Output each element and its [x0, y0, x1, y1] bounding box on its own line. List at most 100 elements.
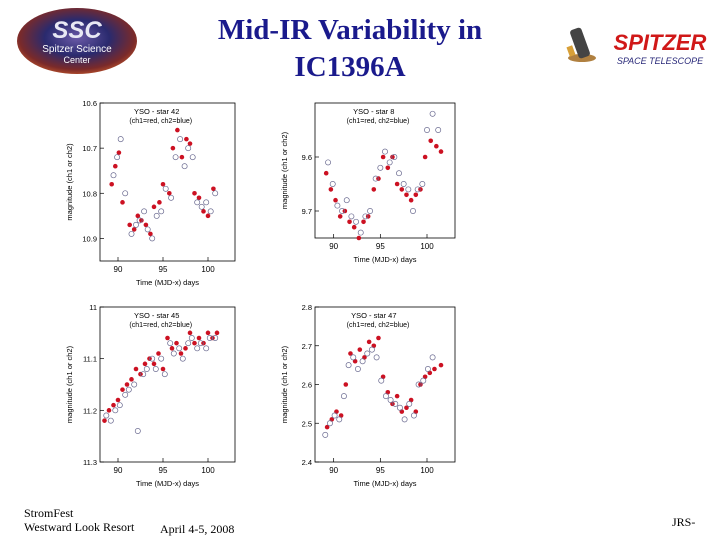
- data-point-ch1: [324, 424, 330, 430]
- data-point-ch2: [367, 208, 374, 214]
- data-point-ch1: [109, 181, 114, 187]
- data-point-ch2: [429, 110, 436, 117]
- data-point-ch2: [331, 412, 338, 419]
- data-point-ch1: [116, 150, 122, 155]
- data-point-ch1: [167, 190, 172, 196]
- data-point-ch2: [133, 221, 139, 228]
- data-point-ch1: [106, 408, 112, 413]
- data-point-ch1: [422, 154, 428, 160]
- data-point-ch2: [194, 345, 201, 352]
- data-point-ch2: [387, 397, 394, 403]
- data-point-ch2: [348, 213, 355, 220]
- data-point-ch1: [102, 418, 107, 423]
- data-point-ch1: [328, 187, 334, 192]
- data-point-ch2: [141, 208, 148, 215]
- y-axis-label: magnitude (ch1 or ch2): [280, 345, 289, 423]
- chart-legend-note: (ch1=red, ch2=blue): [347, 322, 410, 329]
- telescope-icon: [566, 27, 596, 62]
- data-point-ch2: [207, 208, 214, 215]
- data-point-ch1: [323, 170, 329, 176]
- x-tick-label: 100: [201, 466, 215, 475]
- x-tick-label: 90: [114, 466, 123, 475]
- y-tick-label: 11.2: [83, 406, 97, 415]
- x-axis-label: Time (MJD-x) days: [136, 278, 199, 287]
- x-tick-label: 95: [159, 466, 168, 475]
- data-point-ch1: [184, 136, 189, 142]
- data-point-ch1: [139, 218, 144, 223]
- data-point-ch2: [415, 381, 422, 388]
- data-point-ch2: [424, 366, 431, 372]
- data-point-ch2: [378, 377, 385, 384]
- data-point-ch2: [362, 213, 369, 220]
- data-point-ch2: [424, 127, 430, 133]
- data-point-ch2: [400, 181, 407, 187]
- chart-title: YSO - star 45: [134, 311, 179, 320]
- data-point-ch1: [179, 154, 185, 160]
- chart-panel-4: 90 95 100 2.4 2.5 2.6 2.7 2.8 Time (MJD-x) days m…: [280, 303, 456, 488]
- data-point-ch1: [343, 382, 349, 387]
- data-point-ch2: [167, 340, 174, 347]
- light-curve-charts: 90 95 100 10.6 10.7 10.8 10.9 Time (MJD-x) days…: [65, 99, 456, 488]
- data-point-ch2: [125, 386, 132, 393]
- data-point-ch1: [196, 335, 202, 341]
- data-point-ch2: [203, 199, 210, 206]
- data-point-ch1: [337, 214, 343, 219]
- data-point-ch2: [179, 355, 186, 362]
- data-point-ch2: [162, 185, 169, 192]
- data-point-ch2: [134, 428, 141, 434]
- data-point-ch2: [329, 181, 336, 187]
- footer-event-name: StromFest: [24, 506, 74, 520]
- footer-author: JRS-: [672, 515, 696, 529]
- data-point-ch2: [158, 355, 165, 362]
- data-point-ch1: [156, 351, 161, 356]
- data-point-ch1: [115, 397, 121, 403]
- plot-frame: [99, 102, 236, 262]
- data-point-ch2: [401, 416, 408, 423]
- data-point-ch2: [386, 159, 393, 166]
- data-point-ch1: [428, 138, 434, 144]
- footer-event: StromFest Westward Look Resort: [24, 506, 134, 534]
- data-point-ch2: [140, 371, 147, 378]
- y-axis-label: magnitude (ch1 or ch2): [65, 143, 74, 221]
- data-point-ch2: [107, 417, 114, 424]
- data-point-ch1: [413, 192, 419, 198]
- data-point-ch2: [122, 190, 129, 197]
- data-point-ch2: [357, 229, 364, 236]
- data-point-ch2: [181, 163, 188, 170]
- data-point-ch1: [351, 224, 357, 230]
- chart-title: YSO - star 8: [353, 107, 394, 116]
- y-tick-label: 11.1: [83, 355, 97, 364]
- data-point-ch2: [158, 208, 165, 215]
- data-point-ch2: [114, 154, 121, 161]
- spitzer-name: SPITZER: [614, 30, 707, 55]
- chart-panel-3: 90 95 100 11 11.1 11.2 11.3 Time (MJD-x) days ma…: [65, 303, 236, 488]
- data-point-ch2: [116, 402, 123, 409]
- data-point-ch1: [390, 154, 395, 160]
- data-point-ch1: [201, 209, 206, 214]
- data-point-ch1: [124, 382, 130, 387]
- data-point-ch2: [382, 148, 388, 155]
- spitzer-logo: SPITZER SPACE TELESCOPE: [566, 27, 707, 66]
- data-point-ch1: [192, 190, 197, 196]
- chart-legend-note: (ch1=red, ch2=blue): [129, 118, 192, 125]
- x-tick-label: 95: [376, 466, 385, 475]
- data-point-ch1: [408, 197, 414, 203]
- data-point-ch2: [153, 212, 160, 219]
- data-point-ch1: [160, 366, 166, 372]
- data-point-ch2: [128, 230, 135, 237]
- slide-title-line2: IC1396A: [294, 51, 406, 83]
- data-point-ch2: [322, 431, 329, 438]
- data-point-ch2: [149, 355, 156, 362]
- data-point-ch1: [205, 213, 211, 219]
- data-point-ch2: [117, 136, 124, 143]
- data-point-ch1: [169, 346, 175, 351]
- data-point-ch1: [438, 149, 444, 154]
- data-point-ch1: [192, 340, 197, 346]
- data-point-ch2: [136, 217, 143, 224]
- data-point-ch1: [348, 351, 353, 356]
- data-point-ch2: [170, 350, 177, 357]
- data-point-ch1: [133, 366, 139, 372]
- y-tick-label: 9.6: [302, 153, 312, 162]
- x-tick-label: 90: [114, 265, 123, 274]
- data-point-ch2: [122, 391, 129, 398]
